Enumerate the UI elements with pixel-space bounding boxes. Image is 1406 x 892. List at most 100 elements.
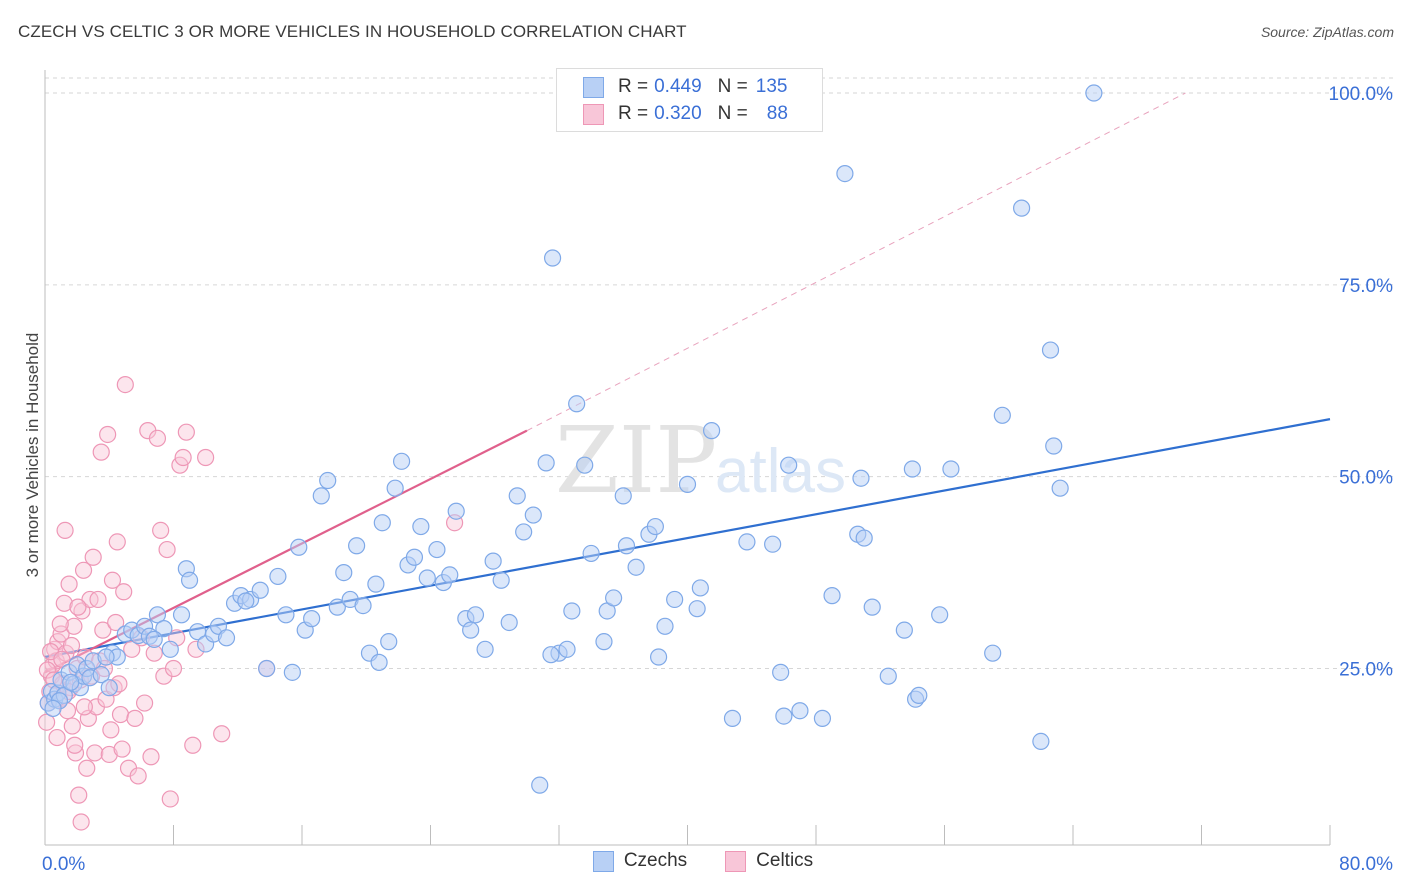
czechs-point <box>666 590 684 609</box>
legend-r-value: 0.449 <box>654 76 702 97</box>
celtics-point <box>92 443 110 461</box>
celtics-point <box>126 709 144 727</box>
czechs-point <box>576 456 594 474</box>
czechs-point <box>508 487 526 505</box>
celtics-point <box>38 713 56 731</box>
czechs-point <box>524 506 542 524</box>
grid <box>45 77 1395 670</box>
czechs-swatch <box>583 76 604 98</box>
czechs-point <box>649 648 668 666</box>
czechs-point <box>476 640 494 658</box>
czechs-point <box>1041 341 1060 359</box>
czechs-point <box>780 456 798 474</box>
czechs-point <box>855 529 873 547</box>
czechs-point <box>910 686 928 704</box>
czechs-point <box>328 598 346 616</box>
czechs-trend-line <box>44 418 1331 659</box>
czechs-point <box>823 587 841 605</box>
czechs-point <box>217 629 236 647</box>
celtics-point <box>86 744 104 762</box>
celtics-point <box>100 745 118 764</box>
legend-n-value: 88 <box>766 103 788 124</box>
y-tick-label: 50.0% <box>1339 468 1393 489</box>
czechs-point <box>605 589 623 607</box>
czechs-point <box>1045 437 1063 455</box>
czechs-point <box>100 679 118 697</box>
trend-lines <box>44 92 1331 674</box>
czechs-point <box>813 709 832 727</box>
czechs-point <box>1012 199 1031 217</box>
czechs-point <box>688 600 706 618</box>
czechs-point <box>380 633 398 651</box>
czechs-point <box>319 471 337 490</box>
axes: 25.0% 50.0% 75.0% 100.0% <box>44 70 1393 846</box>
y-tick-label: 25.0% <box>1339 660 1393 681</box>
czechs-point <box>312 487 330 505</box>
czechs-point <box>283 663 301 681</box>
czechs-point <box>172 606 191 624</box>
watermark: ZIP atlas <box>555 407 846 514</box>
celtics-point <box>113 740 131 758</box>
celtics-point <box>69 598 87 616</box>
legend-row-czechs: R = 0.449 N = 135 <box>583 74 787 100</box>
x-axis-left-label: 0.0% <box>42 854 85 875</box>
czechs-point <box>531 776 549 794</box>
celtics-point <box>75 698 93 716</box>
czechs-point <box>931 606 949 624</box>
czechs-point <box>237 592 255 610</box>
celtics-point <box>107 613 125 632</box>
czechs-point <box>370 653 388 671</box>
celtics-point <box>72 813 90 831</box>
czechs-point <box>942 460 960 478</box>
celtics-point <box>129 767 147 785</box>
celtics-point <box>148 429 167 447</box>
czechs-point <box>646 517 664 536</box>
czechs-point <box>161 640 179 658</box>
czechs-point <box>405 548 424 566</box>
legend-item-czechs[interactable]: Czechs <box>592 850 687 872</box>
czechs-point <box>145 630 163 648</box>
celtics-point <box>78 759 96 777</box>
czechs-point <box>412 517 430 536</box>
czechs-swatch <box>592 850 614 872</box>
czechs-point <box>277 606 295 624</box>
czechs-point <box>895 621 913 639</box>
celtics-point <box>152 521 170 539</box>
czechs-point <box>500 613 518 632</box>
czechs-point <box>617 537 636 555</box>
correlation-legend: R = 0.449 N = 135 R = 0.320 N = 88 <box>556 68 823 132</box>
czechs-point <box>1051 479 1069 497</box>
czechs-point <box>775 707 793 725</box>
celtics-point <box>164 659 183 678</box>
celtics-point <box>116 376 134 394</box>
czechs-point <box>348 537 366 555</box>
czechs-point <box>269 567 287 586</box>
legend-n-value: 135 <box>755 76 788 97</box>
czechs-point <box>335 563 353 582</box>
czechs-point <box>62 673 80 691</box>
celtics-point <box>103 571 122 589</box>
celtics-point <box>99 425 117 444</box>
czechs-point <box>251 581 269 599</box>
czechs-point <box>1032 732 1050 751</box>
czechs-point <box>558 640 576 658</box>
czechs-point <box>543 249 562 267</box>
czechs-point <box>691 579 709 597</box>
celtics-point <box>213 725 231 743</box>
legend-item-celtics[interactable]: Celtics <box>725 850 813 872</box>
czechs-point <box>702 422 721 440</box>
czechs-point <box>764 535 782 553</box>
czechs-point <box>392 452 411 470</box>
czechs-point <box>863 598 881 616</box>
legend-r-label: R = <box>618 76 649 97</box>
czechs-point <box>852 469 870 487</box>
czechs-point <box>1085 84 1103 102</box>
czechs-point <box>466 606 485 624</box>
czechs-point <box>614 487 632 505</box>
celtics-point <box>123 640 141 658</box>
czechs-point <box>462 621 480 639</box>
celtics-point <box>89 590 107 609</box>
czechs-point <box>595 633 613 651</box>
celtics-point <box>56 521 74 539</box>
